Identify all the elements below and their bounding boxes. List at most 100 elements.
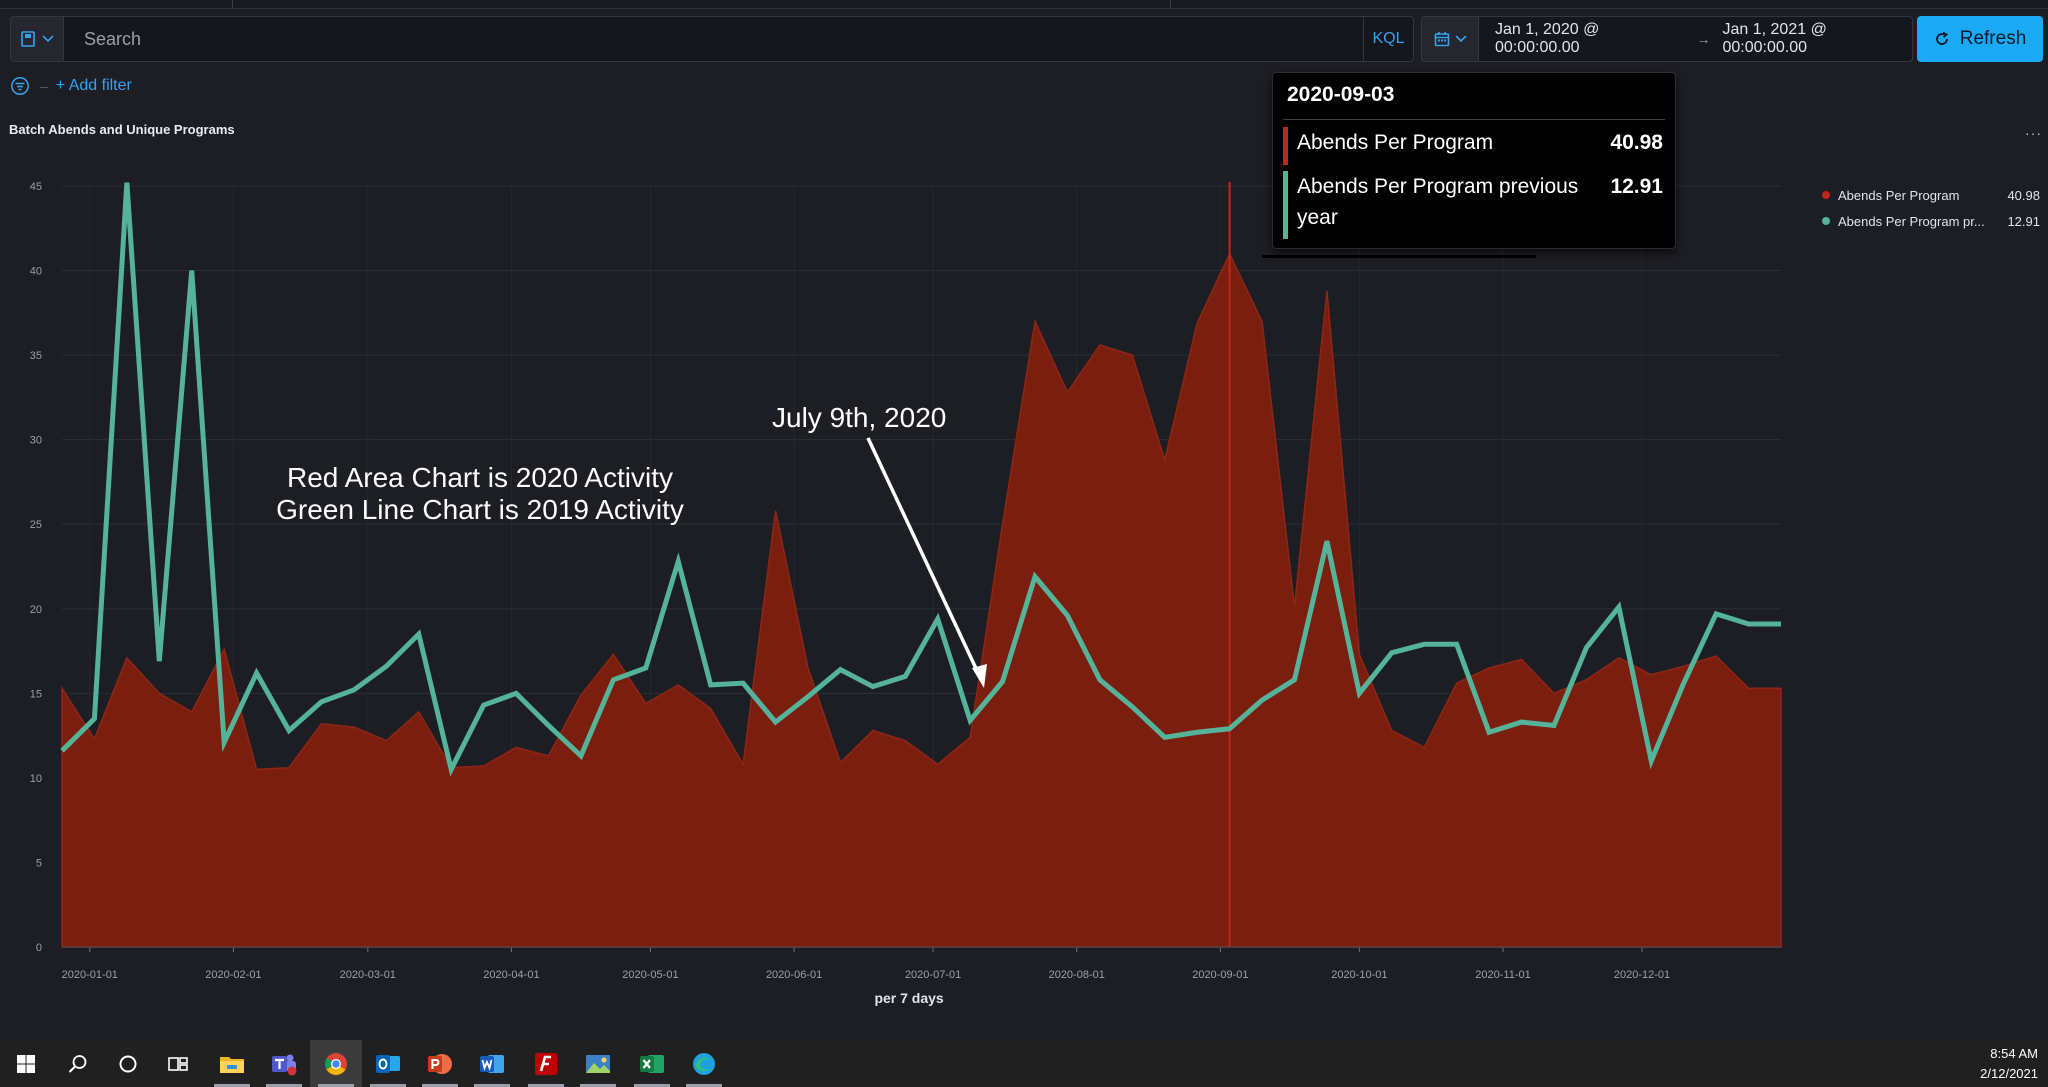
date-end[interactable]: Jan 1, 2021 @ 00:00:00.00 xyxy=(1722,21,1827,56)
tooltip-shadow-bar xyxy=(1262,255,1536,258)
x-tick-label: 2020-03-01 xyxy=(340,969,396,981)
legend-label: Abends Per Program xyxy=(1838,187,1960,203)
x-tick-label: 2020-10-01 xyxy=(1331,969,1387,981)
x-tick-label: 2020-07-01 xyxy=(905,969,961,981)
y-tick-label: 30 xyxy=(30,435,42,447)
task-view-button[interactable] xyxy=(152,1040,204,1087)
x-tick-label: 2020-11-01 xyxy=(1475,969,1530,981)
tooltip-series-value: 12.91 xyxy=(1610,175,1663,198)
refresh-button[interactable]: Refresh xyxy=(1917,16,2043,62)
powerpoint-button[interactable] xyxy=(414,1040,466,1087)
taskbar-search-button[interactable] xyxy=(52,1040,104,1087)
powerpoint-icon xyxy=(428,1053,452,1074)
tooltip-row: Abends Per Program previous year 12.91 xyxy=(1283,171,1665,239)
refresh-label: Refresh xyxy=(1959,28,2027,49)
filezilla-icon xyxy=(535,1052,557,1075)
photos-icon xyxy=(586,1054,610,1073)
tooltip-swatch xyxy=(1283,127,1288,165)
chrome-icon xyxy=(325,1052,347,1075)
word-icon xyxy=(480,1054,504,1073)
panel-options-button[interactable]: ··· xyxy=(2025,125,2042,141)
search-icon xyxy=(68,1054,87,1073)
active-indicator xyxy=(318,1084,354,1087)
windows-icon xyxy=(17,1054,35,1073)
active-indicator xyxy=(266,1084,302,1087)
y-tick-label: 0 xyxy=(36,942,42,954)
folder-icon xyxy=(220,1056,244,1073)
tooltip-date: 2020-09-03 xyxy=(1287,83,1395,106)
photos-button[interactable] xyxy=(572,1040,624,1087)
clock-date: 2/12/2021 xyxy=(1980,1066,2038,1081)
tooltip-divider xyxy=(1283,119,1665,120)
tooltip-series-value: 40.98 xyxy=(1610,131,1663,154)
data-points xyxy=(61,182,1782,770)
edge-button[interactable] xyxy=(678,1040,730,1087)
legend-label: Abends Per Program pr... xyxy=(1838,213,1985,229)
chart-legend: Abends Per Program 40.98 Abends Per Prog… xyxy=(1822,182,2040,234)
edge-icon xyxy=(693,1052,715,1075)
strip-divider xyxy=(1170,0,1171,8)
annotation-line-2: Green Line Chart is 2019 Activity xyxy=(276,494,684,525)
strip-divider xyxy=(232,0,233,8)
x-tick-label: 2020-06-01 xyxy=(766,969,822,981)
chevron-down-icon xyxy=(1454,35,1467,43)
active-indicator xyxy=(422,1084,458,1087)
y-tick-label: 15 xyxy=(30,688,42,700)
date-range-arrow: → xyxy=(1696,31,1711,47)
annotation-legend-text: Red Area Chart is 2020 Activity Green Li… xyxy=(270,462,690,526)
legend-value: 40.98 xyxy=(2007,187,2040,203)
file-explorer-button[interactable] xyxy=(206,1040,258,1087)
refresh-icon xyxy=(1935,31,1948,45)
task-view-icon xyxy=(168,1056,188,1071)
y-tick-label: 35 xyxy=(30,350,42,362)
start-button[interactable] xyxy=(0,1040,52,1087)
tooltip-row: Abends Per Program 40.98 xyxy=(1283,127,1665,165)
filter-icon[interactable] xyxy=(10,76,30,96)
legend-item-abends[interactable]: Abends Per Program 40.98 xyxy=(1822,182,2040,208)
legend-swatch xyxy=(1822,191,1830,199)
teams-button[interactable] xyxy=(258,1040,310,1087)
calendar-icon xyxy=(1434,32,1449,47)
x-tick-label: 2020-01-01 xyxy=(62,969,118,981)
cortana-button[interactable] xyxy=(102,1040,154,1087)
outlook-button[interactable] xyxy=(362,1040,414,1087)
add-filter-link[interactable]: + Add filter xyxy=(55,77,132,94)
y-tick-label: 45 xyxy=(30,181,42,193)
search-input[interactable] xyxy=(64,16,1364,62)
x-axis-label: per 7 days xyxy=(874,990,943,1006)
date-range: Jan 1, 2020 @ 00:00:00.00 → Jan 1, 2021 … xyxy=(1479,16,1913,62)
x-tick-label: 2020-04-01 xyxy=(483,969,539,981)
annotation-callout-text: July 9th, 2020 xyxy=(772,402,947,433)
date-start[interactable]: Jan 1, 2020 @ 00:00:00.00 xyxy=(1495,21,1600,56)
chrome-button[interactable] xyxy=(310,1040,362,1087)
word-button[interactable] xyxy=(466,1040,518,1087)
excel-button[interactable] xyxy=(626,1040,678,1087)
filezilla-button[interactable] xyxy=(520,1040,572,1087)
save-icon xyxy=(21,31,35,47)
active-indicator xyxy=(580,1084,616,1087)
saved-query-button[interactable] xyxy=(10,16,64,62)
tooltip-series-name: Abends Per Program xyxy=(1297,131,1494,154)
x-tick-label: 2020-08-01 xyxy=(1049,969,1105,981)
y-tick-label: 5 xyxy=(36,857,42,869)
filter-bar: – + Add filter xyxy=(10,74,132,98)
x-tick-label: 2020-12-01 xyxy=(1614,969,1670,981)
outlook-icon xyxy=(376,1054,400,1073)
system-clock[interactable]: 8:54 AM 2/12/2021 xyxy=(1980,1044,2038,1084)
active-indicator xyxy=(528,1084,564,1087)
filter-separator: – xyxy=(40,78,48,94)
cortana-icon xyxy=(119,1055,137,1072)
chart-tooltip: 2020-09-03 Abends Per Program 40.98 Aben… xyxy=(1272,72,1676,249)
x-tick-label: 2020-05-01 xyxy=(622,969,678,981)
legend-item-abends-previous-year[interactable]: Abends Per Program pr... 12.91 xyxy=(1822,208,2040,234)
teams-icon xyxy=(272,1054,297,1075)
y-tick-label: 10 xyxy=(30,773,42,785)
y-tick-label: 20 xyxy=(30,604,42,616)
x-tick-label: 2020-09-01 xyxy=(1192,969,1248,981)
y-axis-ticks: 0 5 10 15 20 25 30 35 40 45 xyxy=(30,181,42,954)
query-language-button[interactable]: KQL xyxy=(1364,16,1414,62)
query-bar: KQL Jan 1, 2020 @ 00:00:00.00 → Jan 1, 2… xyxy=(10,16,2043,62)
y-tick-label: 40 xyxy=(30,266,42,278)
date-picker-button[interactable] xyxy=(1421,16,1479,62)
